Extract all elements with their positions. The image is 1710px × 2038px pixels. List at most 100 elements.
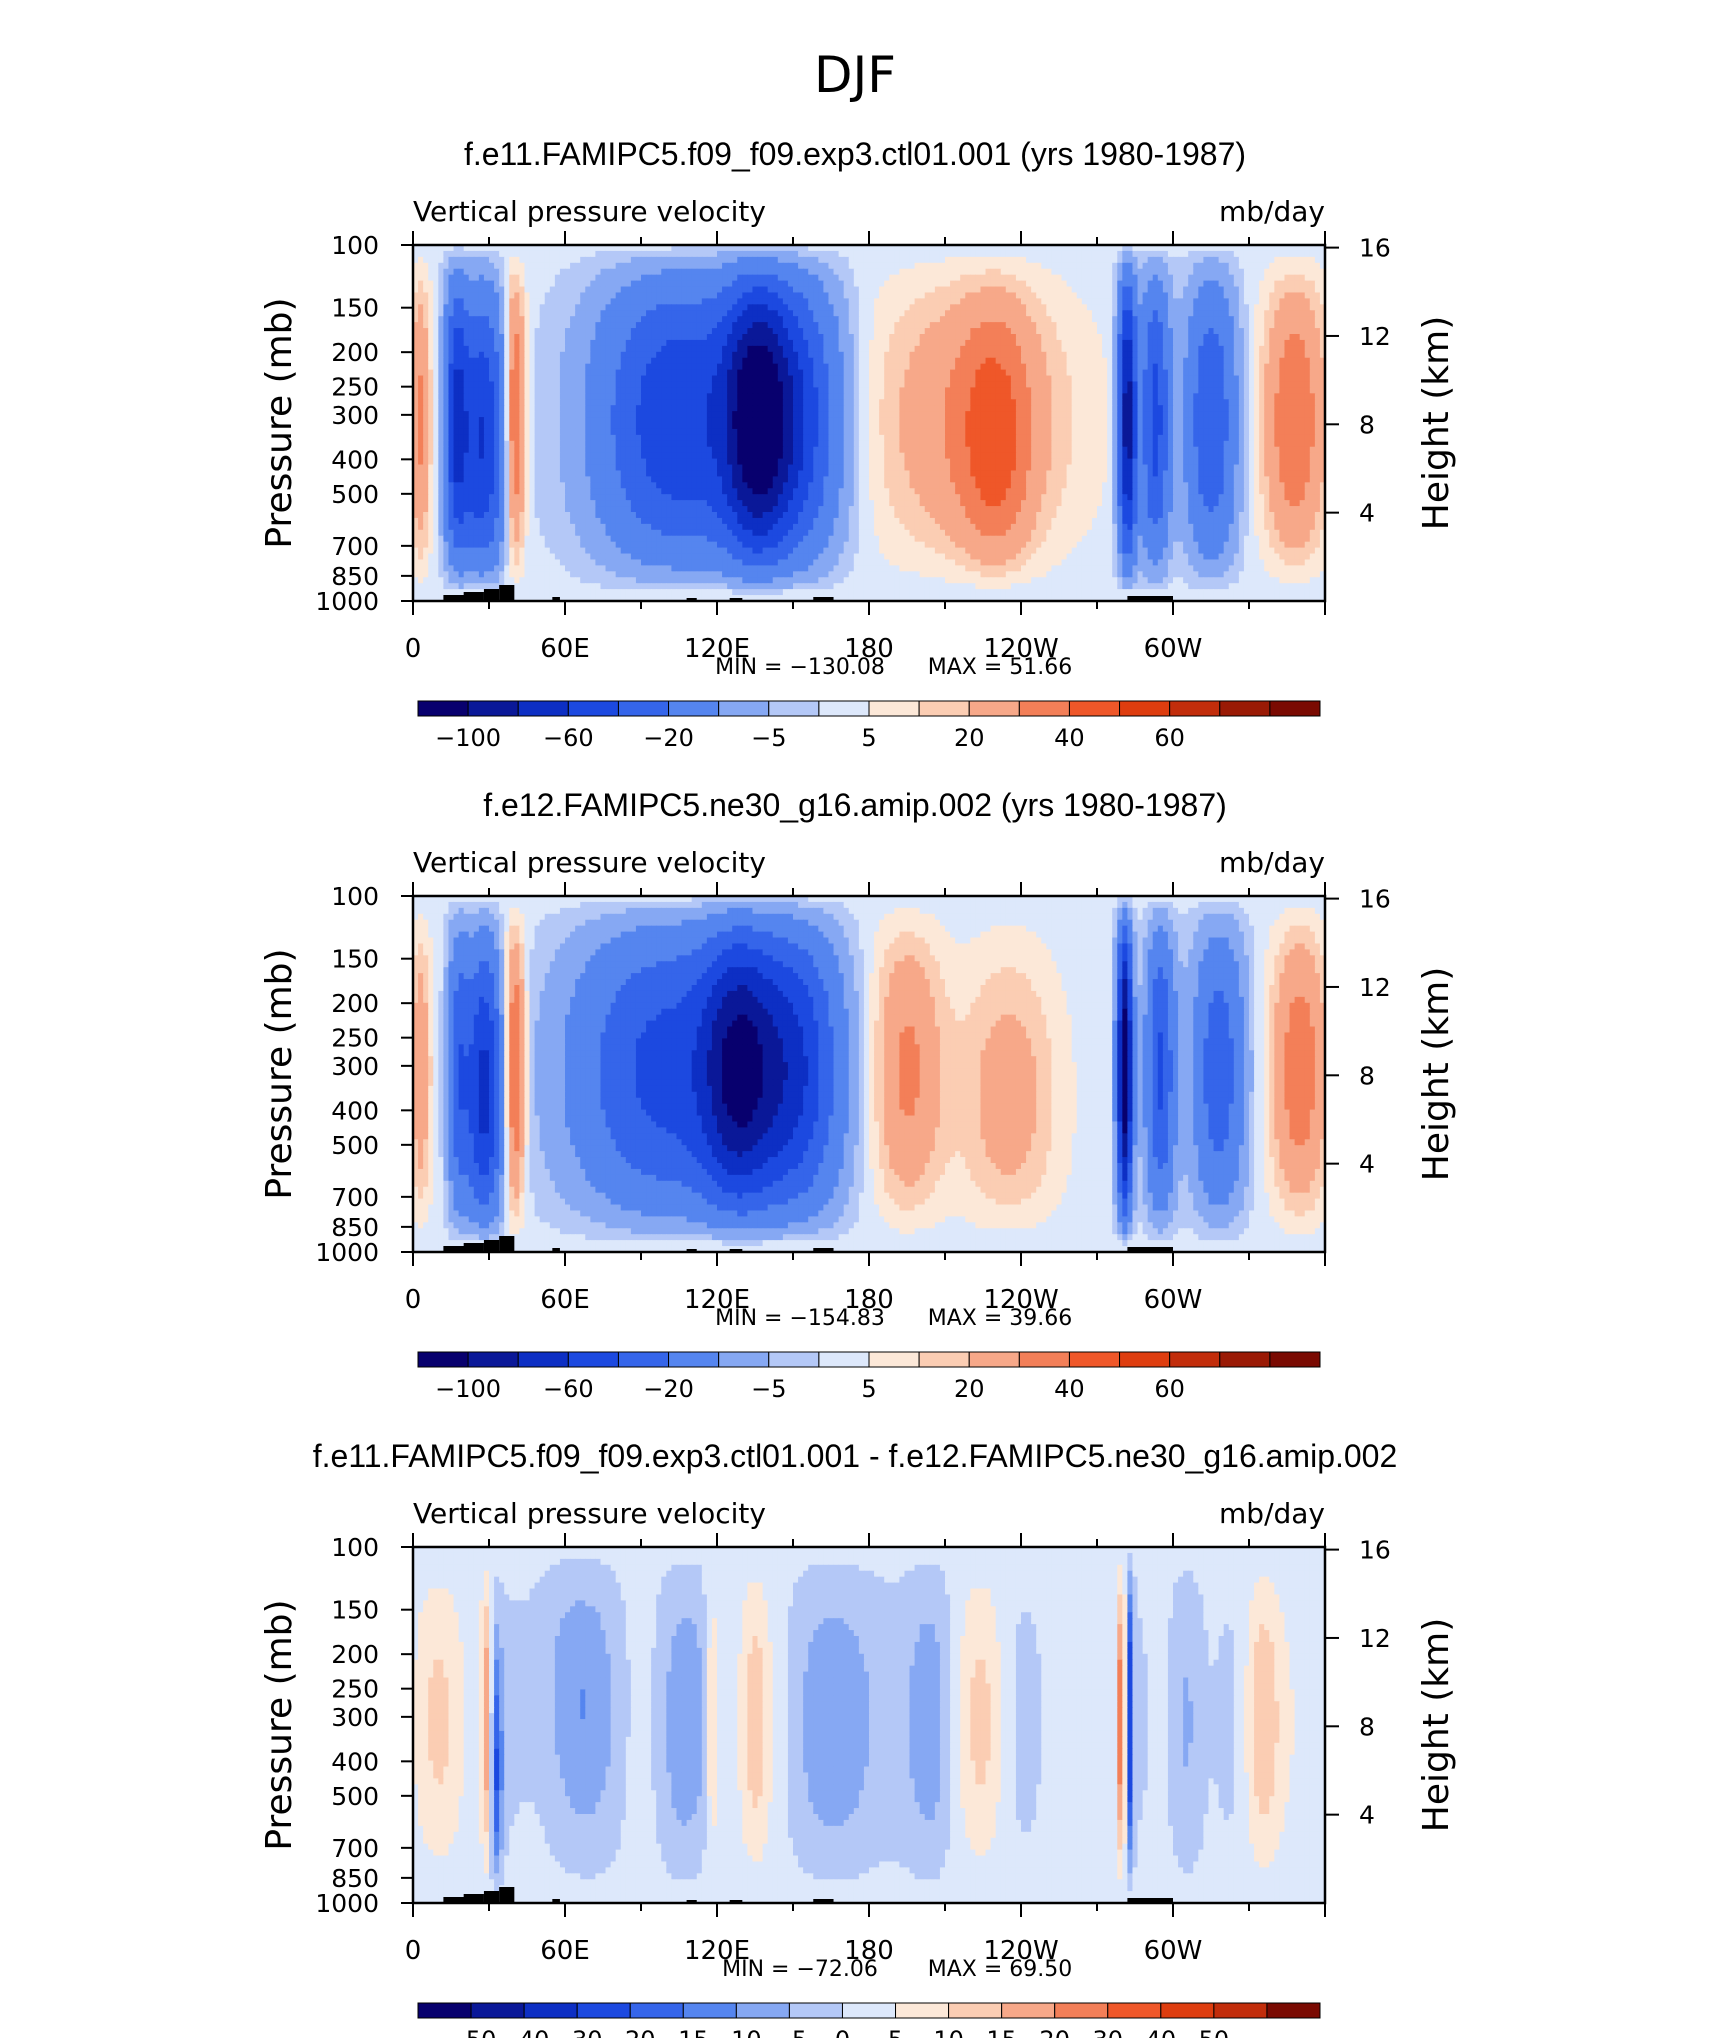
contour-cell: [1021, 298, 1027, 305]
contour-cell: [914, 351, 921, 359]
contour-cell: [838, 280, 845, 288]
contour-cell: [732, 334, 738, 341]
contour-cell: [1269, 280, 1275, 288]
contour-cell: [1213, 334, 1220, 341]
contour-cell: [960, 268, 966, 276]
contour-cell: [1314, 286, 1321, 294]
contour-cell: [1223, 298, 1230, 305]
contour-cell: [1173, 262, 1179, 270]
contour-cell: [1319, 310, 1325, 317]
contour-cell: [1167, 322, 1174, 329]
contour-cell: [565, 399, 571, 406]
contour-cell: [565, 393, 571, 400]
contour-cell: [570, 280, 576, 288]
contour-cell: [950, 369, 956, 377]
contour-cell: [1076, 363, 1083, 371]
contour-cell: [737, 345, 743, 353]
contour-cell: [706, 363, 713, 371]
contour-cell: [1152, 316, 1159, 323]
contour-cell: [1127, 250, 1134, 258]
contour-cell: [463, 262, 470, 270]
contour-cell: [1046, 351, 1052, 359]
contour-cell: [539, 304, 546, 311]
contour-cell: [453, 375, 460, 383]
contour-cell: [686, 280, 693, 288]
contour-cell: [762, 357, 769, 365]
contour-cell: [1259, 381, 1265, 388]
contour-cell: [1233, 381, 1240, 388]
contour-cell: [691, 405, 698, 412]
contour-cell: [458, 310, 465, 317]
contour-cell: [950, 286, 956, 294]
contour-cell: [924, 351, 931, 359]
contour-cell: [524, 316, 531, 323]
contour-cell: [732, 363, 738, 371]
contour-cell: [1304, 357, 1311, 365]
contour-cell: [1178, 345, 1184, 353]
contour-cell: [722, 345, 728, 353]
contour-cell: [590, 399, 596, 406]
contour-cell: [1254, 375, 1260, 383]
contour-cell: [1021, 363, 1027, 371]
contour-cell: [1238, 375, 1245, 383]
contour-cell: [934, 256, 941, 264]
contour-cell: [1173, 310, 1179, 317]
contour-cell: [858, 262, 865, 270]
contour-cell: [478, 393, 485, 400]
contour-cell: [534, 357, 541, 365]
contour-cell: [529, 286, 536, 294]
contour-cell: [939, 316, 946, 323]
contour-cell: [610, 393, 617, 400]
contour-cell: [1127, 351, 1134, 359]
contour-cell: [929, 328, 936, 335]
contour-cell: [696, 304, 703, 311]
contour-cell: [914, 393, 921, 400]
contour-cell: [463, 339, 470, 347]
contour-cell: [1000, 268, 1007, 276]
contour-cell: [1213, 339, 1220, 347]
contour-cell: [747, 316, 754, 323]
contour-cell: [494, 298, 500, 305]
contour-cell: [934, 322, 941, 329]
contour-cell: [1228, 399, 1235, 406]
contour-cell: [534, 322, 541, 329]
contour-cell: [1162, 351, 1169, 359]
contour-cell: [509, 280, 515, 288]
contour-cell: [1081, 375, 1088, 383]
contour-cell: [980, 286, 987, 294]
contour-cell: [1046, 375, 1052, 383]
contour-cell: [1238, 292, 1245, 299]
contour-cell: [995, 381, 1002, 388]
contour-cell: [1319, 381, 1325, 388]
contour-cell: [818, 280, 824, 288]
contour-cell: [605, 262, 612, 270]
contour-cell: [489, 328, 495, 335]
contour-cell: [666, 316, 672, 323]
contour-cell: [879, 393, 885, 400]
contour-cell: [787, 292, 794, 299]
contour-cell: [950, 298, 956, 305]
contour-cell: [514, 369, 520, 377]
contour-cell: [1167, 310, 1174, 317]
contour-cell: [1243, 268, 1250, 276]
contour-cell: [686, 369, 693, 377]
contour-cell: [641, 280, 647, 288]
contour-cell: [473, 334, 480, 341]
contour-cell: [514, 286, 520, 294]
contour-cell: [975, 256, 982, 264]
contour-cell: [549, 310, 556, 317]
contour-cell: [869, 339, 875, 347]
contour-cell: [711, 274, 718, 282]
contour-cell: [1274, 351, 1280, 359]
contour-cell: [1142, 268, 1149, 276]
contour-cell: [793, 292, 799, 299]
contour-cell: [869, 369, 875, 377]
contour-cell: [1097, 322, 1103, 329]
contour-cell: [1132, 268, 1139, 276]
contour-cell: [914, 375, 921, 383]
contour-cell: [1041, 262, 1047, 270]
contour-cell: [1152, 268, 1159, 276]
contour-cell: [874, 375, 880, 383]
contour-cell: [656, 357, 662, 365]
contour-cell: [651, 256, 657, 264]
